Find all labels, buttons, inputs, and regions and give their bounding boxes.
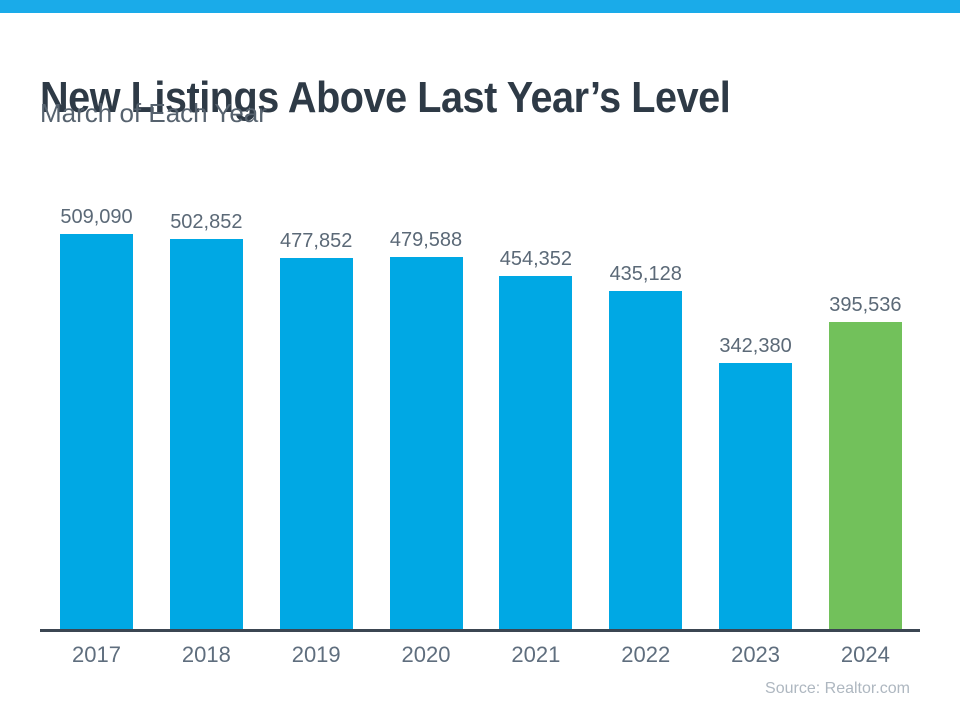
x-axis-line (40, 629, 920, 632)
bar-value-label-2023: 342,380 (719, 335, 792, 357)
bar-2023 (719, 363, 793, 629)
bar-column-2018: 502,852 (169, 211, 243, 629)
bar-2018 (169, 239, 243, 629)
top-accent-bar (0, 0, 960, 13)
bar-column-2017: 509,090 (60, 207, 133, 629)
x-tick-2019: 2019 (291, 642, 341, 667)
bar-2017 (60, 234, 133, 629)
bar-column-2019: 477,852 (279, 230, 353, 629)
bar-value-label-2024: 395,536 (829, 294, 902, 316)
bar-2021 (499, 276, 573, 629)
bar-value-label-2018: 502,852 (170, 211, 243, 233)
bar-value-label-2017: 509,090 (60, 206, 133, 228)
bar-column-2021: 454,352 (499, 248, 573, 629)
source-credit: Source: Realtor.com (765, 680, 910, 697)
bar-2020 (389, 257, 463, 629)
bar-value-label-2020: 479,588 (389, 229, 463, 251)
bar-value-label-2021: 454,352 (499, 248, 573, 270)
x-tick-2023: 2023 (731, 642, 781, 667)
x-tick-2024: 2024 (840, 642, 890, 667)
x-tick-2017: 2017 (72, 642, 121, 667)
x-tick-2018: 2018 (181, 642, 231, 667)
x-tick-2020: 2020 (401, 642, 451, 667)
x-axis-labels: 2017 2018 2019 2020 2021 2022 2023 2024 (60, 644, 902, 666)
bar-value-label-2022: 435,128 (609, 263, 682, 285)
bar-column-2022: 435,128 (609, 263, 683, 629)
chart-title: New Listings Above Last Year’s Level (40, 73, 731, 123)
bar-column-2023: 342,380 (719, 335, 793, 629)
x-tick-2021: 2021 (511, 642, 561, 667)
bar-2024 (828, 322, 902, 629)
bar-2019 (279, 258, 353, 629)
bar-value-label-2019: 477,852 (280, 230, 353, 252)
chart-subtitle: March of Each Year (40, 98, 267, 128)
x-tick-2022: 2022 (621, 642, 671, 667)
bar-column-2024: 395,536 (828, 294, 902, 629)
bars-area: 509,090 502,852 477,852 479,588 454,352 435,1… (60, 0, 902, 629)
bar-2022 (609, 291, 683, 629)
bar-column-2020: 479,588 (389, 229, 463, 629)
